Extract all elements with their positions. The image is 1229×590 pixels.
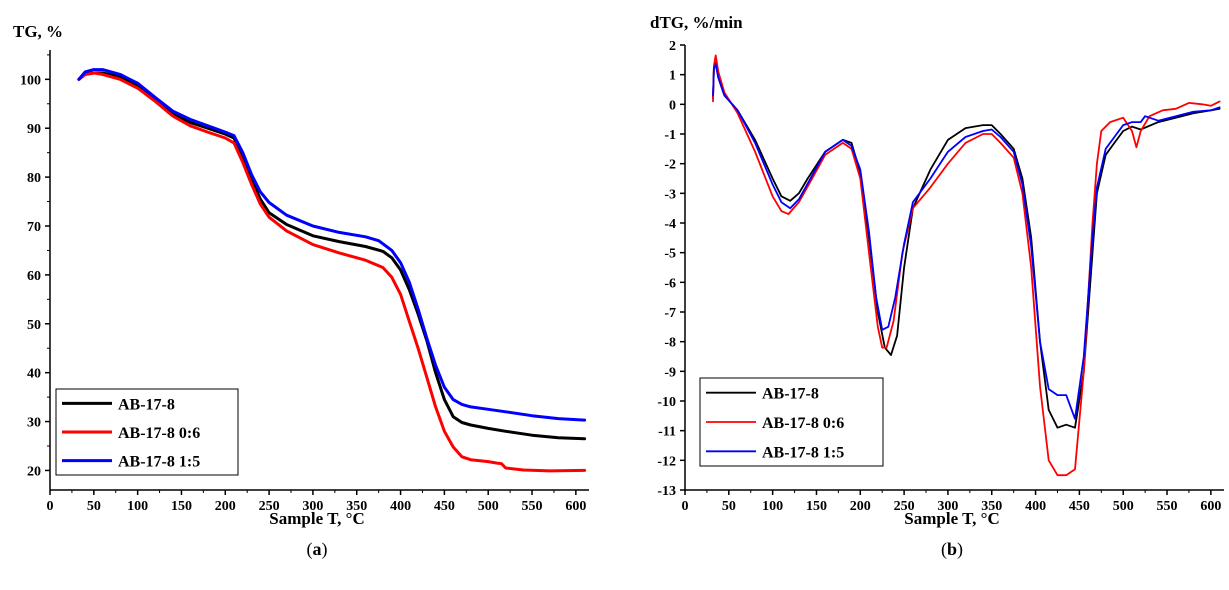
panel-b-legend: AB-17-8 AB-17-8 0:6 AB-17-8 1:5 — [699, 377, 884, 467]
panel-b-y-tick-label: -9 — [664, 365, 676, 380]
panel-b-y-tick-label: -4 — [664, 217, 676, 232]
panel-a-y-tick-label: 60 — [27, 269, 41, 284]
panel-a-y-tick-label: 40 — [27, 367, 41, 382]
panel-b-legend-label-2: AB-17-8 0:6 — [762, 415, 844, 432]
panel-a-y-tick-label: 70 — [27, 220, 41, 235]
panel-b-y-tick-label: 0 — [669, 98, 676, 113]
panel-b-x-tick-label: 150 — [806, 499, 827, 514]
panel-b-x-tick-label: 0 — [682, 499, 689, 514]
panel-a-legend-label-2: AB-17-8 0:6 — [118, 425, 200, 442]
panel-b-series-line-2 — [712, 54, 1221, 477]
panel-b-x-tick-label: 600 — [1200, 499, 1221, 514]
panel-b-y-tick-label: 2 — [669, 39, 676, 54]
panel-b-x-tick-label: 350 — [981, 499, 1002, 514]
panel-b-y-tick-label: -10 — [657, 395, 676, 410]
panel-b-series-line-3 — [712, 63, 1221, 420]
panel-a-x-tick-label: 450 — [434, 499, 455, 514]
panel-b-y-tick-label: -5 — [664, 247, 676, 262]
panel-a-y-tick-label: 50 — [27, 318, 41, 333]
panel-a-x-tick-label: 500 — [478, 499, 499, 514]
panel-a-series-line-2 — [77, 71, 587, 473]
panel-b-x-tick-label: 50 — [722, 499, 736, 514]
panel-a-x-tick-label: 50 — [87, 499, 101, 514]
panel-a-x-tick-label: 300 — [302, 499, 323, 514]
panel-b-x-tick-label: 500 — [1113, 499, 1134, 514]
panel-b-x-axis-title: Sample T, °C — [904, 509, 999, 528]
panel-a-x-tick-label: 350 — [346, 499, 367, 514]
panel-b-dtg-chart: dTG, %/min 0 50 100 150 200 250 300 350 400 450 50… — [650, 13, 1224, 560]
panel-b-x-tick-label: 400 — [1025, 499, 1046, 514]
panel-a-x-tick-label: 400 — [390, 499, 411, 514]
panel-a-plot-area: 0 50 100 150 200 250 300 350 400 450 500 550 600 20 30… — [20, 50, 589, 514]
panel-a-y-tick-label: 30 — [27, 416, 41, 431]
panel-a-y-axis-title: TG, % — [13, 22, 63, 41]
panel-b-x-tick-label: 200 — [850, 499, 871, 514]
panel-a-x-tick-label: 550 — [522, 499, 543, 514]
panel-b-y-tick-label: -13 — [657, 484, 676, 499]
panel-a-x-tick-label: 600 — [565, 499, 586, 514]
panel-b-x-tick-label: 100 — [762, 499, 783, 514]
panel-a-x-tick-label: 150 — [171, 499, 192, 514]
panel-a-label: (a) — [307, 539, 328, 560]
panel-a-y-tick-label: 90 — [27, 122, 41, 137]
panel-a-x-tick-label: 100 — [127, 499, 148, 514]
panel-a-legend-label-3: AB-17-8 1:5 — [118, 454, 200, 471]
panel-a-legend-label-1: AB-17-8 — [118, 396, 175, 413]
panel-b-legend-label-3: AB-17-8 1:5 — [762, 444, 844, 461]
panel-b-x-tick-label: 250 — [894, 499, 915, 514]
panel-b-y-tick-label: -12 — [657, 454, 676, 469]
panel-a-x-tick-label: 200 — [215, 499, 236, 514]
panel-b-series-line-1 — [712, 61, 1221, 429]
panel-b-y-tick-label: -8 — [664, 336, 676, 351]
panel-a-legend: AB-17-8 AB-17-8 0:6 AB-17-8 1:5 — [55, 388, 239, 476]
panel-b-y-tick-label: -2 — [664, 158, 676, 173]
panel-a-y-tick-label: 20 — [27, 464, 41, 479]
panel-b-x-tick-label: 450 — [1069, 499, 1090, 514]
panel-a-series-line-3 — [77, 68, 587, 422]
panel-b-y-tick-label: -6 — [664, 276, 676, 291]
panel-b-y-tick-label: 1 — [669, 69, 676, 84]
panel-b-legend-label-1: AB-17-8 — [762, 386, 819, 403]
panel-a-x-axis-title: Sample T, °C — [269, 509, 364, 528]
panel-b-plot-area: 0 50 100 150 200 250 300 350 400 450 500 550 600210-… — [657, 39, 1224, 514]
panel-b-y-tick-label: -7 — [664, 306, 676, 321]
panel-a-series-line-1 — [77, 71, 587, 441]
panel-a-x-tick-label: 250 — [259, 499, 280, 514]
panel-b-y-axis-title: dTG, %/min — [650, 13, 743, 32]
panel-a-tg-chart: TG, % 0 50 100 150 200 250 300 350 400 450 500 550 6… — [13, 22, 589, 560]
panel-b-x-tick-label: 550 — [1157, 499, 1178, 514]
panel-b-label: (b) — [941, 539, 963, 560]
panel-b-y-tick-label: -11 — [658, 425, 676, 440]
panel-b-y-tick-label: -3 — [664, 187, 676, 202]
panel-a-y-tick-label: 80 — [27, 171, 41, 186]
panel-b-x-tick-label: 300 — [937, 499, 958, 514]
panel-b-y-tick-label: -1 — [664, 128, 676, 143]
panel-a-y-tick-label: 100 — [20, 73, 41, 88]
panel-a-x-tick-label: 0 — [47, 499, 54, 514]
